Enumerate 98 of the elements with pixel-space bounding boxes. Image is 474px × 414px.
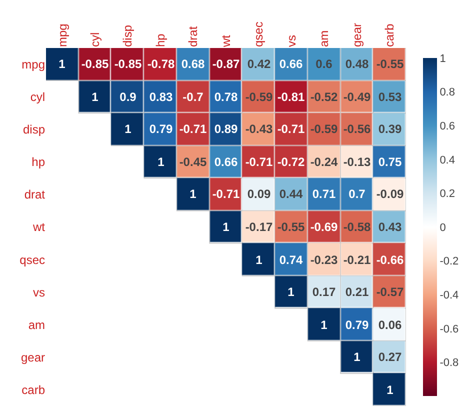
data-label: -0.59	[245, 90, 273, 104]
data-label: -0.78	[147, 57, 175, 72]
data-label: 0.9	[120, 90, 137, 104]
y-tick-label: mpg	[22, 57, 45, 72]
data-label: 0.79	[345, 318, 369, 332]
data-label: -0.72	[277, 155, 305, 170]
color-bar-label: 0	[440, 222, 446, 234]
data-label: -0.23	[310, 253, 338, 268]
y-tick-label: disp	[22, 122, 46, 137]
x-tick-label: vs	[284, 35, 298, 47]
data-label: -0.87	[212, 57, 240, 72]
data-label: 0.79	[149, 122, 173, 136]
color-bar-label: -0.6	[440, 323, 459, 336]
data-label: 1	[354, 350, 361, 364]
data-label: 0.44	[279, 187, 303, 202]
data-label: 0.7	[348, 187, 366, 202]
data-label: 0.06	[378, 318, 402, 332]
data-label: 0.66	[214, 155, 238, 170]
data-label: 0.89	[214, 122, 238, 136]
data-label: 1	[256, 253, 263, 268]
color-bar-label: 0.2	[440, 188, 455, 200]
color-bar-label: -0.4	[440, 289, 459, 302]
x-tick-label: disp	[120, 24, 135, 47]
data-label: -0.59	[310, 122, 338, 136]
data-label: -0.81	[277, 90, 305, 104]
data-label: 0.39	[378, 122, 402, 136]
data-label: 1	[58, 57, 66, 72]
x-tick-label: carb	[382, 23, 397, 47]
data-label: -0.57	[376, 285, 404, 300]
color-bar-label: 0.6	[440, 120, 455, 132]
data-label: -0.49	[343, 90, 371, 104]
data-label: -0.43	[245, 122, 273, 136]
data-label: 0.71	[312, 187, 336, 202]
y-tick-label: cyl	[30, 90, 45, 104]
data-label: 0.68	[181, 57, 205, 72]
data-label: -0.71	[245, 155, 273, 170]
data-label: -0.09	[376, 187, 404, 202]
data-label: -0.66	[376, 253, 404, 268]
data-label: -0.58	[343, 220, 371, 234]
x-tick-label: wt	[218, 34, 233, 48]
x-tick-label: drat	[186, 26, 200, 47]
data-label: -0.24	[310, 155, 338, 170]
data-label: -0.55	[277, 220, 305, 234]
data-label: 0.09	[247, 187, 271, 202]
x-tick-label: am	[317, 30, 332, 47]
color-bar-label: 1	[440, 52, 446, 65]
data-label: -0.45	[179, 155, 207, 170]
x-tick-label: cyl	[88, 32, 102, 47]
y-tick-label: hp	[32, 155, 46, 170]
data-label: 0.42	[247, 57, 271, 72]
data-label: 0.74	[279, 253, 303, 268]
y-tick-label: vs	[33, 285, 45, 300]
data-label: 1	[92, 90, 99, 104]
data-label: -0.56	[343, 122, 371, 136]
data-label: 0.21	[345, 285, 369, 300]
y-tick-label: am	[28, 318, 45, 332]
data-label: 0.43	[378, 220, 402, 234]
data-label: 1	[124, 122, 132, 136]
color-bar-label: 0.4	[440, 154, 455, 166]
y-tick-label: wt	[32, 220, 46, 234]
color-bar-label: -0.2	[440, 256, 459, 268]
data-label: 0.6	[316, 57, 333, 72]
y-tick-label: drat	[24, 188, 46, 202]
data-label: 0.78	[214, 90, 238, 104]
data-label: 1	[386, 383, 394, 398]
data-label: 1	[222, 220, 230, 234]
data-label: -0.21	[343, 253, 371, 268]
data-label: 1	[158, 155, 165, 170]
data-label: 1	[288, 285, 295, 300]
data-label: 0.83	[149, 90, 173, 104]
data-label: 0.27	[378, 350, 402, 364]
data-label: 0.17	[312, 285, 336, 300]
data-label: -0.69	[310, 220, 338, 234]
data-label: -0.71	[277, 122, 305, 136]
data-label: -0.13	[343, 155, 371, 170]
x-tick-label: hp	[153, 33, 168, 47]
data-label: -0.55	[376, 57, 404, 72]
data-label: 1	[190, 187, 197, 202]
x-tick-label: mpg	[55, 24, 70, 47]
x-tick-label: gear	[350, 22, 364, 47]
data-label: -0.71	[212, 187, 240, 202]
data-label: -0.52	[310, 90, 338, 104]
y-tick-label: carb	[22, 382, 46, 397]
data-label: 0.48	[345, 57, 369, 72]
data-label: 0.66	[279, 57, 303, 72]
x-tick-label: qsec	[252, 22, 266, 47]
data-label: 0.53	[378, 90, 402, 104]
data-label: -0.85	[114, 57, 142, 72]
data-label: 1	[320, 318, 328, 332]
y-tick-label: gear	[20, 350, 45, 364]
y-tick-label: qsec	[20, 252, 45, 267]
color-bar-label: 0.8	[440, 86, 455, 99]
data-label: -0.17	[245, 220, 273, 234]
data-label: 0.75	[378, 155, 402, 170]
color-bar-label: -0.8	[440, 357, 459, 370]
data-label: -0.7	[182, 90, 204, 104]
data-label: -0.85	[81, 57, 109, 72]
data-label: -0.71	[179, 122, 207, 136]
